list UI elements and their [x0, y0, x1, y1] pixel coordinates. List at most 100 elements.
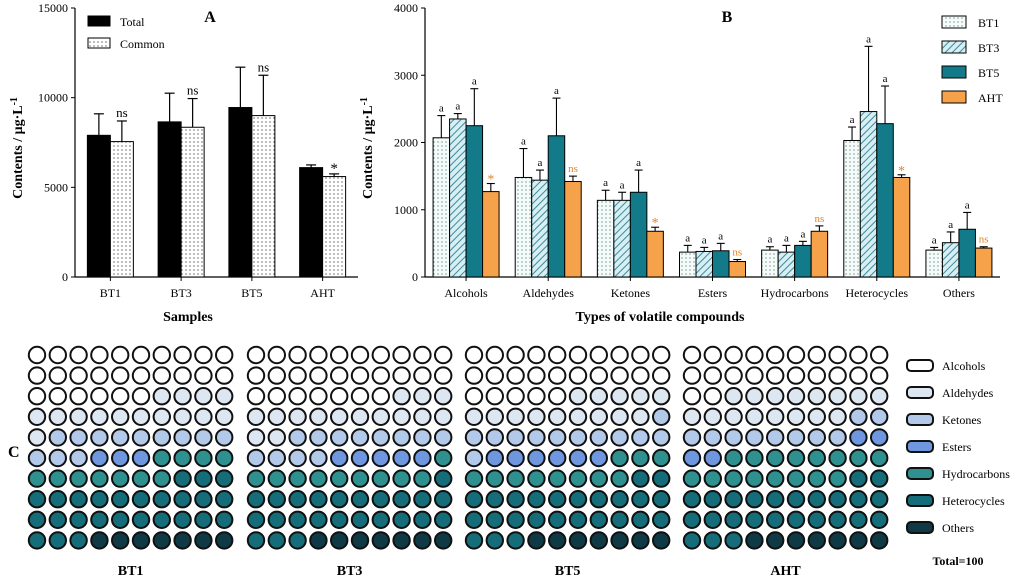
- waffle-dot-aldehydes: [610, 407, 629, 426]
- waffle-dot-ketones: [703, 428, 722, 447]
- waffle-dot-hydrocarbons: [173, 448, 192, 468]
- waffle-dot-heterocycles: [485, 531, 504, 550]
- waffle-dot-alcohols: [849, 345, 868, 365]
- waffle-dot-ketones: [173, 428, 192, 447]
- waffle-dot-alcohols: [111, 387, 130, 406]
- panel-b-y-tick-label: 4000: [394, 1, 418, 15]
- waffle-dot-alcohols: [48, 387, 67, 406]
- waffle-dot-aldehydes: [568, 387, 588, 406]
- waffle-dot-esters: [350, 448, 370, 468]
- waffle-dot-alcohols: [131, 366, 151, 385]
- waffle-dot-alcohols: [652, 345, 671, 365]
- panel-b-significance-label: a: [883, 73, 888, 85]
- waffle-dot-hydrocarbons: [766, 469, 785, 488]
- panel-b-x-tick-label: Aldehydes: [523, 286, 575, 300]
- waffle-dot-alcohols: [652, 366, 671, 385]
- waffle-dot-aldehydes: [152, 387, 172, 406]
- waffle-dot-heterocycles: [413, 510, 432, 529]
- panel-b-bar-bt1: [761, 249, 779, 278]
- panel-b-bar-bt1: [432, 137, 451, 278]
- waffle-dot-aldehydes: [173, 387, 192, 406]
- panel-a-y-tick-label: 15000: [38, 1, 68, 15]
- waffle-dot-heterocycles: [464, 531, 484, 550]
- waffle-dot-heterocycles: [464, 510, 484, 529]
- waffle-dot-aldehydes: [610, 387, 629, 406]
- panel-b-significance-label: *: [487, 173, 494, 188]
- waffle-dot-alcohols: [152, 345, 172, 365]
- waffle-dot-heterocycles: [828, 490, 847, 509]
- waffle-dot-alcohols: [288, 387, 307, 406]
- waffle-dot-aldehydes: [215, 387, 234, 406]
- waffle-dot-heterocycles: [464, 490, 484, 509]
- panel-b-significance-label: a: [718, 230, 723, 242]
- waffle-dot-heterocycles: [330, 490, 349, 509]
- waffle-dot-heterocycles: [48, 510, 67, 529]
- panel-b-significance-label: a: [702, 234, 707, 246]
- waffle-dot-ketones: [870, 407, 889, 426]
- waffle-dot-heterocycles: [131, 490, 151, 509]
- waffle-dot-hydrocarbons: [548, 469, 567, 488]
- waffle-dot-heterocycles: [434, 469, 453, 488]
- panel-b-bar-bt3: [777, 251, 796, 278]
- waffle-dot-ketones: [392, 428, 411, 447]
- panel-a-significance-label: *: [330, 161, 338, 177]
- waffle-dot-heterocycles: [392, 490, 411, 509]
- waffle-dot-hydrocarbons: [152, 469, 172, 488]
- panel-a-legend: Total Common: [87, 15, 165, 51]
- waffle-dot-aldehydes: [807, 407, 826, 426]
- waffle-dot-heterocycles: [111, 510, 130, 529]
- waffle-dot-heterocycles: [194, 510, 213, 529]
- waffle-dot-aldehydes: [267, 407, 286, 426]
- panel-b-y-tick-label: 3000: [394, 68, 418, 82]
- panel-b-x-tick-label: Ketones: [611, 286, 651, 300]
- waffle-dot-aldehydes: [434, 387, 453, 406]
- waffle-dot-alcohols: [745, 345, 764, 365]
- waffle-dot-heterocycles: [371, 490, 390, 509]
- waffle-dot-alcohols: [682, 345, 702, 365]
- waffle-dot-esters: [371, 448, 390, 468]
- waffle-dot-alcohols: [548, 387, 567, 406]
- waffle-dot-alcohols: [309, 345, 328, 365]
- waffle-dot-heterocycles: [69, 510, 88, 529]
- waffle-dot-heterocycles: [267, 510, 286, 529]
- waffle-dot-heterocycles: [69, 531, 88, 550]
- waffle-dot-heterocycles: [215, 490, 234, 509]
- waffle-dot-aldehydes: [413, 387, 432, 406]
- waffle-dot-aldehydes: [392, 407, 411, 426]
- waffle-dot-heterocycles: [215, 469, 234, 488]
- panel-c-legend-swatch-alcohols: [906, 359, 934, 372]
- waffle-dot-heterocycles: [434, 510, 453, 529]
- panel-b-legend-label: BT1: [978, 16, 999, 30]
- panel-a-x-tick-label: AHT: [310, 286, 335, 300]
- panel-b-legend-swatch-bt5: [941, 65, 967, 79]
- waffle-dot-alcohols: [194, 345, 213, 365]
- panel-b-significance-label: ns: [979, 234, 989, 246]
- waffle-dot-alcohols: [330, 387, 349, 406]
- waffle-dot-heterocycles: [631, 510, 650, 529]
- waffle-dot-ketones: [568, 428, 588, 447]
- waffle-dot-heterocycles: [870, 490, 889, 509]
- waffle-dot-alcohols: [485, 366, 504, 385]
- panel-b-y-tick-label: 2000: [394, 136, 418, 150]
- waffle-dot-alcohols: [849, 366, 868, 385]
- waffle-dot-heterocycles: [131, 510, 151, 529]
- waffle-dot-others: [90, 531, 109, 550]
- waffle-dot-hydrocarbons: [724, 469, 743, 488]
- panel-b-significance-label: ns: [732, 247, 742, 259]
- waffle-dot-others: [568, 531, 588, 550]
- waffle-dot-alcohols: [807, 345, 826, 365]
- waffle-dot-aldehydes: [152, 407, 172, 426]
- waffle-bt1: BT1: [27, 345, 234, 579]
- waffle-dot-alcohols: [309, 366, 328, 385]
- waffle-dot-heterocycles: [246, 531, 266, 550]
- waffle-dot-others: [745, 531, 764, 550]
- waffle-dot-alcohols: [870, 366, 889, 385]
- waffle-dot-alcohols: [413, 345, 432, 365]
- panel-b-bar-aht: [810, 230, 829, 278]
- waffle-dot-aldehydes: [330, 407, 349, 426]
- panel-b-significance-label: a: [866, 33, 871, 45]
- panel-b-significance-label: ns: [815, 213, 825, 225]
- panel-b-significance-label: a: [965, 199, 970, 211]
- waffle-dot-esters: [548, 448, 567, 468]
